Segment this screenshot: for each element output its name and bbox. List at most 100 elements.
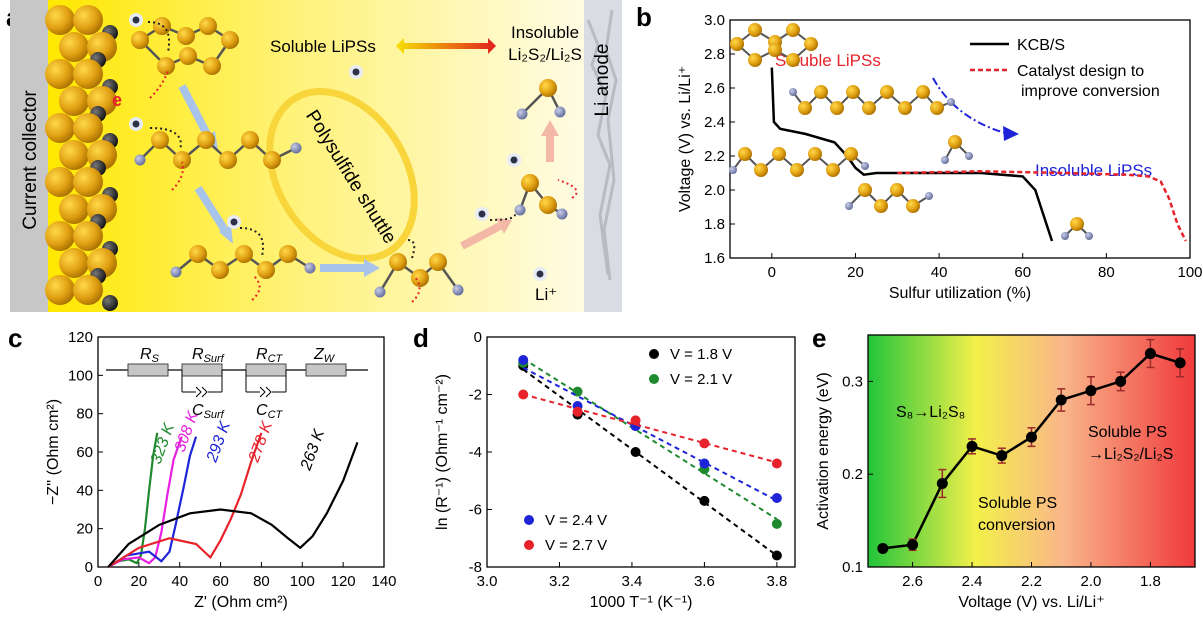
y-tick-label: -2	[469, 387, 482, 404]
sulfur-atom	[539, 196, 557, 214]
plot-frame	[486, 336, 796, 568]
y-tick-label: 0.1	[842, 559, 863, 576]
electron-core	[536, 270, 544, 278]
sulfur-atom	[798, 101, 812, 115]
atom-lattice	[45, 5, 118, 311]
lithium-atom	[304, 262, 316, 274]
sulfur-atom	[826, 163, 840, 177]
sulfur-atom	[748, 23, 762, 37]
molecule-illustrations	[729, 23, 1093, 240]
sulfur-atom	[221, 31, 239, 49]
x-tick-label: 3.6	[694, 573, 715, 590]
sulfur-atom	[948, 135, 962, 149]
sulfur-atom	[772, 147, 786, 161]
region-insoluble-2: →Li₂S₂/Li₂S	[1088, 446, 1173, 463]
legend-label: V = 2.7 V	[545, 537, 607, 554]
x-axis-label: 1000 T⁻¹ (K⁻¹)	[590, 594, 693, 611]
gold-atom	[45, 275, 75, 305]
y-tick-label: 2.6	[704, 80, 725, 97]
electron-path	[407, 239, 416, 259]
sulfur-atom	[157, 57, 175, 75]
equivalent-circuit-icon: RS RSurf RCT ZW CSurf CCT	[106, 346, 368, 421]
x-tick-label: 80	[253, 573, 270, 590]
y-tick-label: -6	[469, 502, 482, 519]
y-tick-label: 80	[76, 406, 93, 423]
x-tick-label: 100	[290, 573, 315, 590]
lithium-atom	[452, 284, 464, 296]
insoluble-annotation: Insoluble LiPSs	[1035, 161, 1152, 180]
panel-e: e S₈→Li₂S₈ Soluble PS conversion Soluble…	[800, 315, 1203, 619]
electron-core	[478, 210, 486, 218]
x-tick-label: 20	[847, 264, 864, 281]
sulfur-atom	[768, 43, 782, 57]
lithium-atom	[1061, 232, 1069, 240]
data-point	[518, 355, 529, 365]
chart-b: Soluble LiPSs Insoluble LiPSs KCB/S Cata…	[677, 12, 1203, 302]
y-axis-label: −Z'' (Ohm cm²)	[45, 399, 62, 505]
gold-atom	[45, 113, 75, 143]
region-conversion-2: conversion	[978, 517, 1055, 534]
sulfur-atom	[814, 85, 828, 99]
region-s8: S₈→Li₂S₈	[896, 404, 965, 421]
y-tick-label: 0.2	[842, 466, 863, 483]
gold-atom	[73, 167, 103, 197]
sulfur-atom	[906, 199, 920, 213]
electron-path	[147, 21, 170, 53]
x-tick-label: 20	[131, 573, 148, 590]
soluble-annotation: Soluble LiPSs	[775, 51, 881, 70]
sulfur-atom	[890, 183, 904, 197]
lithium-atom	[925, 192, 933, 200]
sulfur-atom	[846, 85, 860, 99]
x-tick-label: 120	[331, 573, 356, 590]
data-point	[877, 542, 889, 554]
lithium-atom	[290, 142, 302, 154]
current-collector-label: Current collector	[20, 90, 41, 230]
sulfur-atom	[173, 151, 191, 169]
electron-core	[352, 68, 360, 76]
sulfur-atom	[748, 53, 762, 67]
x-tick-label: 2.2	[1021, 573, 1042, 590]
lithium-atom	[556, 208, 568, 220]
insoluble-label-1: Insoluble	[511, 23, 579, 42]
panel-label-d: d	[413, 323, 429, 353]
y-tick-label: -4	[469, 444, 482, 461]
sulfur-atom	[804, 37, 818, 51]
electron-path	[149, 127, 182, 151]
gold-atom	[45, 5, 75, 35]
sulfur-atom	[898, 101, 912, 115]
data-point	[699, 458, 710, 469]
svg-text:CCT: CCT	[256, 402, 284, 421]
legend-kcb: KCB/S	[1017, 37, 1065, 54]
gold-atom	[59, 194, 89, 224]
data-point	[518, 389, 529, 400]
legend-catalyst-2: improve conversion	[1021, 83, 1160, 100]
sulfur-atom	[862, 101, 876, 115]
svg-text:CSurf: CSurf	[192, 402, 225, 421]
x-tick-label: 3.8	[766, 573, 787, 590]
lithium-atom	[134, 154, 146, 166]
y-tick-label: 2.2	[704, 148, 725, 165]
region-insoluble-1: Soluble PS	[1088, 424, 1167, 441]
gold-atom	[73, 5, 103, 35]
svg-text:RCT: RCT	[256, 346, 284, 365]
sulfur-atom	[738, 147, 752, 161]
y-tick-label: 2.4	[704, 114, 725, 131]
lithium-atom	[789, 88, 797, 96]
sulfur-atom	[844, 147, 858, 161]
region-conversion-1: Soluble PS	[978, 495, 1057, 512]
lithium-atom	[374, 286, 386, 298]
sulfur-atom	[389, 253, 407, 271]
x-tick-label: 80	[1098, 264, 1115, 281]
gold-atom	[45, 59, 75, 89]
panel-b: b Soluble LiPSs Insoluble LiPSs KCB/S Ca…	[625, 0, 1203, 312]
double-arrow-icon	[396, 38, 496, 54]
y-tick-label: 3.0	[704, 12, 725, 29]
sulfur-atom	[279, 245, 297, 263]
sulfur-atom	[257, 261, 275, 279]
y-tick-label: 1.6	[704, 250, 725, 267]
svg-text:RS: RS	[140, 346, 160, 365]
electron-path	[489, 211, 516, 221]
sulfur-atom	[219, 151, 237, 169]
x-axis-label: Sulfur utilization (%)	[889, 285, 1031, 302]
sulfur-atom	[786, 53, 800, 67]
